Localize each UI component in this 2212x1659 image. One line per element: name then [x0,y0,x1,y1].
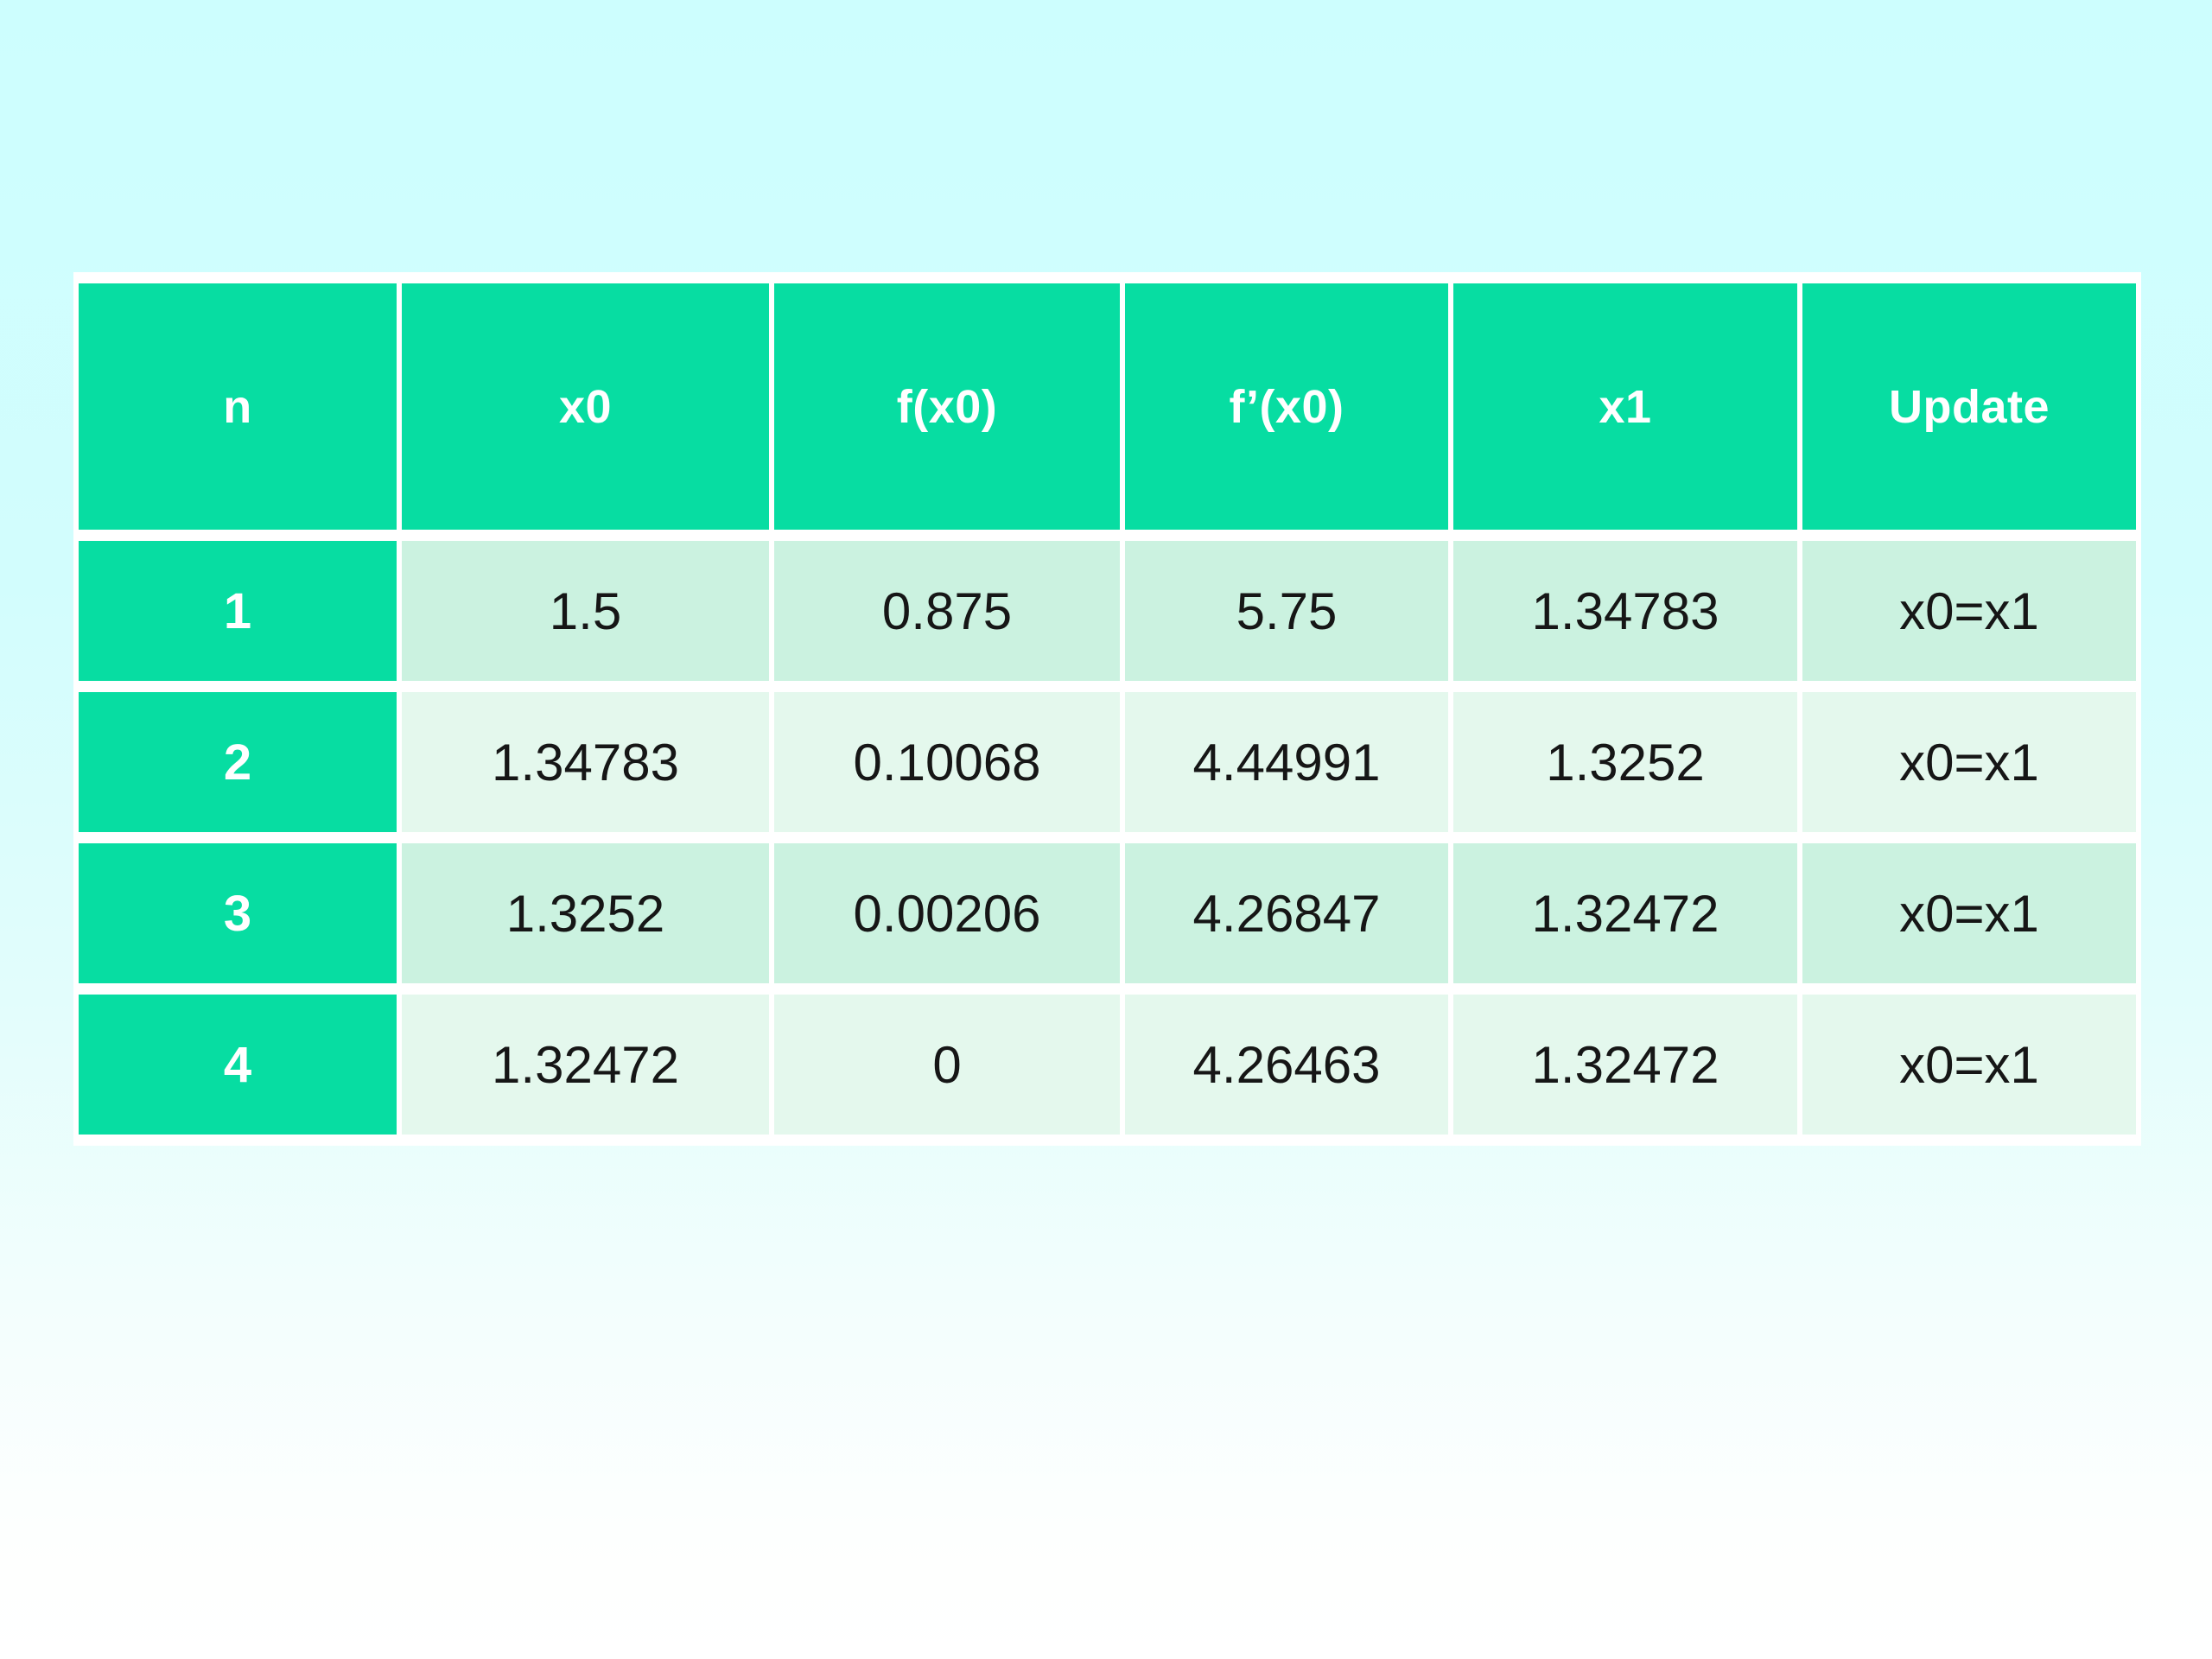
cell-x0: 1.34783 [402,692,769,832]
cell-fx0: 0.875 [774,541,1120,681]
cell-fx0: 0.10068 [774,692,1120,832]
cell-x1: 1.34783 [1453,541,1797,681]
cell-x1: 1.32472 [1453,843,1797,983]
header-cell-fx0: f(x0) [774,283,1120,530]
cell-x1: 1.32472 [1453,995,1797,1135]
cell-x0: 1.5 [402,541,769,681]
table-row: 3 1.3252 0.00206 4.26847 1.32472 x0=x1 [79,843,2136,983]
header-row: n x0 f(x0) f’(x0) x1 Update [79,283,2136,530]
cell-update: x0=x1 [1802,995,2136,1135]
header-cell-fpx0: f’(x0) [1125,283,1448,530]
cell-fpx0: 5.75 [1125,541,1448,681]
header-cell-x1: x1 [1453,283,1797,530]
row-number-cell: 3 [79,843,397,983]
row-number-cell: 4 [79,995,397,1135]
cell-x0: 1.32472 [402,995,769,1135]
cell-x0: 1.3252 [402,843,769,983]
table-body: 1 1.5 0.875 5.75 1.34783 x0=x1 2 1.34783… [79,541,2136,1135]
row-number-cell: 2 [79,692,397,832]
cell-update: x0=x1 [1802,843,2136,983]
cell-fx0: 0.00206 [774,843,1120,983]
newton-iteration-table: n x0 f(x0) f’(x0) x1 Update 1 1.5 0.875 … [73,272,2141,1146]
cell-update: x0=x1 [1802,692,2136,832]
header-cell-update: Update [1802,283,2136,530]
table-header: n x0 f(x0) f’(x0) x1 Update [79,283,2136,530]
header-cell-n: n [79,283,397,530]
cell-update: x0=x1 [1802,541,2136,681]
cell-fx0: 0 [774,995,1120,1135]
table-row: 2 1.34783 0.10068 4.44991 1.3252 x0=x1 [79,692,2136,832]
cell-fpx0: 4.26847 [1125,843,1448,983]
row-number-cell: 1 [79,541,397,681]
header-cell-x0: x0 [402,283,769,530]
table-row: 1 1.5 0.875 5.75 1.34783 x0=x1 [79,541,2136,681]
table-row: 4 1.32472 0 4.26463 1.32472 x0=x1 [79,995,2136,1135]
cell-fpx0: 4.44991 [1125,692,1448,832]
cell-fpx0: 4.26463 [1125,995,1448,1135]
cell-x1: 1.3252 [1453,692,1797,832]
